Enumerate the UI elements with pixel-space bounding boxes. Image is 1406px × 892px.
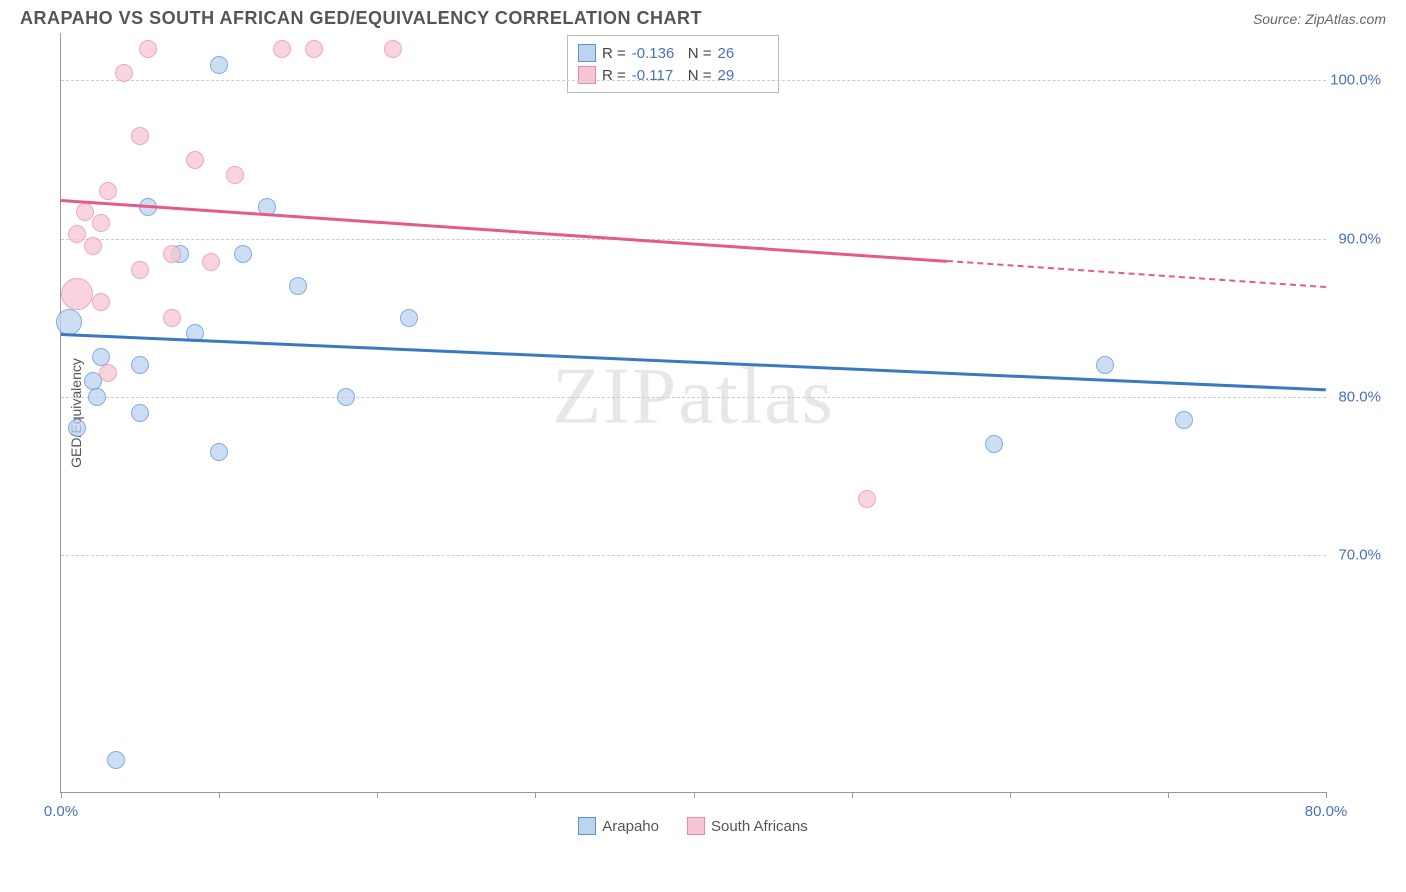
data-point (210, 56, 228, 74)
data-point (384, 40, 402, 58)
data-point (68, 419, 86, 437)
data-point (305, 40, 323, 58)
data-point (107, 751, 125, 769)
data-point (234, 245, 252, 263)
n-value: 26 (718, 45, 768, 62)
data-point (88, 388, 106, 406)
y-tick-label: 90.0% (1338, 230, 1381, 247)
x-tick (1168, 792, 1169, 798)
x-tick (377, 792, 378, 798)
legend-swatch (687, 817, 705, 835)
x-tick (852, 792, 853, 798)
chart-header: ARAPAHO VS SOUTH AFRICAN GED/EQUIVALENCY… (0, 0, 1406, 33)
y-tick-label: 100.0% (1330, 72, 1381, 89)
data-point (139, 40, 157, 58)
data-point (202, 253, 220, 271)
data-point (131, 261, 149, 279)
legend-swatch (578, 817, 596, 835)
data-point (115, 64, 133, 82)
trend-line (61, 333, 1326, 391)
data-point (84, 237, 102, 255)
data-point (1175, 411, 1193, 429)
data-point (56, 309, 82, 335)
data-point (68, 225, 86, 243)
chart-container: GED/Equivalency ZIPatlas R =-0.136N =26R… (60, 33, 1386, 833)
x-tick (694, 792, 695, 798)
legend-item: South Africans (687, 817, 808, 835)
grid-line-h (61, 80, 1326, 81)
x-tick (1010, 792, 1011, 798)
data-point (163, 309, 181, 327)
data-point (163, 245, 181, 263)
legend-label: Arapaho (602, 818, 659, 835)
data-point (210, 443, 228, 461)
grid-line-h (61, 555, 1326, 556)
stats-legend-box: R = -0.136 N = 26 R =-0.117N =29 (567, 35, 779, 93)
chart-source: Source: ZipAtlas.com (1253, 11, 1386, 27)
x-tick (219, 792, 220, 798)
grid-line-h (61, 239, 1326, 240)
legend-swatch (578, 44, 596, 62)
data-point (99, 182, 117, 200)
x-tick (535, 792, 536, 798)
n-label: N = (688, 45, 712, 62)
plot-area: GED/Equivalency ZIPatlas R =-0.136N =26R… (60, 33, 1326, 793)
trend-line-extrapolated (946, 260, 1326, 289)
legend-item: Arapaho (578, 817, 659, 835)
data-point (131, 356, 149, 374)
data-point (131, 127, 149, 145)
data-point (1096, 356, 1114, 374)
grid-line-h (61, 397, 1326, 398)
data-point (131, 404, 149, 422)
x-tick (1326, 792, 1327, 798)
series-legend: Arapaho South Africans (60, 817, 1326, 835)
y-axis-label: GED/Equivalency (68, 358, 84, 468)
data-point (92, 214, 110, 232)
r-value: -0.136 (632, 45, 682, 62)
data-point (858, 490, 876, 508)
stats-row: R = -0.136 N = 26 (578, 42, 768, 64)
y-tick-label: 80.0% (1338, 388, 1381, 405)
x-tick (61, 792, 62, 798)
data-point (92, 293, 110, 311)
data-point (186, 151, 204, 169)
data-point (61, 278, 93, 310)
data-point (400, 309, 418, 327)
stats-row: R =-0.117N =29 (578, 64, 768, 86)
r-label: R = (602, 45, 626, 62)
y-tick-label: 70.0% (1338, 546, 1381, 563)
data-point (76, 203, 94, 221)
data-point (99, 364, 117, 382)
data-point (985, 435, 1003, 453)
data-point (226, 166, 244, 184)
chart-title: ARAPAHO VS SOUTH AFRICAN GED/EQUIVALENCY… (20, 8, 702, 29)
legend-label: South Africans (711, 818, 808, 835)
data-point (273, 40, 291, 58)
trend-line (61, 199, 947, 262)
data-point (289, 277, 307, 295)
data-point (337, 388, 355, 406)
